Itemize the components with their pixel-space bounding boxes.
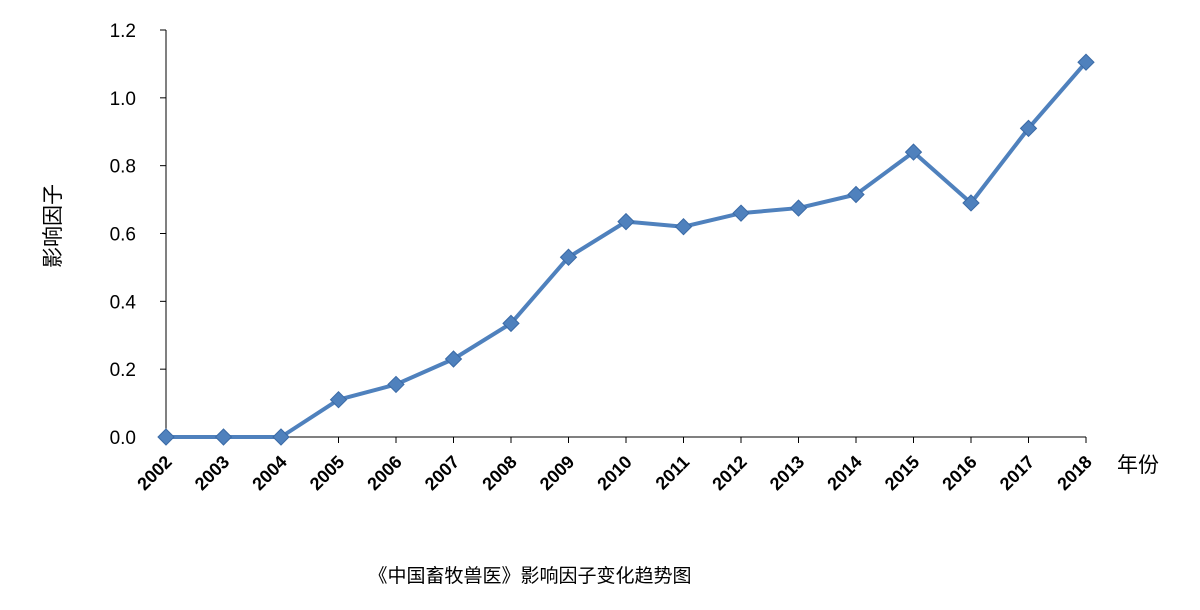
x-tick-label: 2014 — [823, 452, 865, 494]
data-point-marker — [732, 204, 750, 222]
y-tick-label: 0.2 — [110, 360, 136, 381]
axes — [160, 29, 1087, 443]
y-tick-label: 1.0 — [110, 89, 136, 110]
y-tick-label: 1.2 — [110, 21, 136, 42]
data-point-marker — [962, 194, 980, 212]
data-point-marker — [674, 218, 693, 236]
x-tick-label: 2002 — [133, 452, 175, 494]
series-layer — [157, 53, 1095, 446]
y-tick-labels: 0.0 0.2 0.4 0.6 0.8 1.0 1.2 — [110, 21, 137, 449]
series-line — [166, 60, 1088, 439]
x-tick-label: 2013 — [766, 452, 808, 494]
x-tick-label: 2009 — [536, 452, 578, 494]
x-tick-label: 2018 — [1053, 452, 1095, 494]
data-point-marker — [502, 314, 520, 333]
data-point-marker — [617, 212, 635, 231]
x-tick-label: 2003 — [191, 452, 233, 494]
data-point-marker — [272, 428, 290, 446]
x-tick-label: 2010 — [593, 452, 635, 494]
x-tick-label: 2006 — [363, 452, 405, 494]
data-point-marker — [1077, 53, 1095, 71]
x-tick-label: 2008 — [478, 452, 520, 494]
y-tick-label: 0.0 — [110, 428, 136, 449]
data-point-marker — [329, 390, 348, 409]
data-point-marker — [559, 248, 578, 266]
data-point-marker — [904, 143, 923, 161]
x-tick-labels: 2002 2003 2004 2005 2006 2007 2008 2009 2010 2011… — [133, 452, 1095, 494]
data-point-marker — [157, 428, 175, 446]
y-axis-title: 影响因子 — [41, 184, 65, 268]
x-tick-label: 2017 — [996, 452, 1038, 494]
data-point-marker — [387, 375, 405, 394]
data-point-marker — [847, 185, 865, 204]
y-tick-label: 0.6 — [110, 225, 136, 246]
data-point-marker — [444, 350, 463, 368]
x-tick-label: 2012 — [708, 452, 750, 494]
data-point-marker — [1019, 119, 1038, 138]
data-point-marker — [214, 428, 233, 446]
x-tick-label: 2007 — [421, 452, 463, 494]
data-point-marker — [789, 199, 808, 217]
x-tick-label: 2011 — [652, 452, 694, 494]
x-tick-label: 2004 — [248, 452, 290, 494]
x-tick-label: 2015 — [881, 452, 923, 494]
y-tick-label: 0.8 — [110, 157, 136, 178]
x-tick-label: 2016 — [938, 452, 980, 494]
x-axis-title: 年份 — [1117, 453, 1159, 477]
chart-title: 《中国畜牧兽医》影响因子变化趋势图 — [368, 565, 691, 587]
x-tick-label: 2005 — [306, 452, 348, 494]
y-tick-label: 0.4 — [110, 292, 137, 313]
